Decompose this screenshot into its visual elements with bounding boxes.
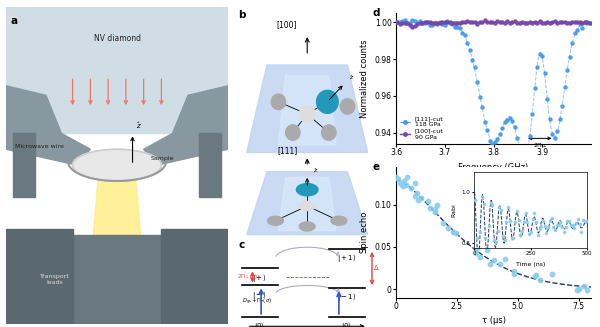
Point: [509, 269, 519, 274]
Point: [401, 182, 411, 188]
Text: $|-1\rangle$: $|-1\rangle$: [337, 291, 356, 303]
Point: [582, 287, 592, 292]
Ellipse shape: [73, 149, 161, 181]
Point: [432, 202, 442, 208]
Polygon shape: [6, 86, 91, 165]
Point: [448, 229, 458, 234]
Point: [472, 250, 481, 255]
Polygon shape: [278, 177, 336, 231]
Point: [410, 194, 420, 199]
Text: $|0\rangle$: $|0\rangle$: [254, 320, 265, 327]
Point: [410, 181, 419, 186]
Text: $2\Pi_\perp$: $2\Pi_\perp$: [533, 141, 547, 150]
Text: e: e: [373, 162, 380, 172]
Point: [398, 184, 408, 189]
Polygon shape: [278, 76, 336, 145]
Polygon shape: [143, 86, 228, 165]
Text: [100]: [100]: [277, 21, 297, 29]
Point: [397, 182, 407, 188]
Text: Sample: Sample: [151, 156, 174, 161]
Text: $\hat{z}$: $\hat{z}$: [136, 120, 142, 131]
Circle shape: [299, 106, 315, 123]
Bar: [6, 229, 73, 324]
Bar: [199, 133, 221, 197]
Circle shape: [299, 201, 315, 211]
Point: [482, 247, 491, 252]
X-axis label: τ (μs): τ (μs): [482, 316, 506, 325]
Text: $\Delta$: $\Delta$: [373, 263, 380, 272]
Point: [472, 246, 481, 251]
Text: b: b: [238, 9, 245, 20]
Text: $D_{\rm gs}+\Pi_z(\sigma)$: $D_{\rm gs}+\Pi_z(\sigma)$: [242, 297, 272, 307]
X-axis label: Frequency (GHz): Frequency (GHz): [458, 163, 529, 172]
Point: [451, 230, 461, 235]
Text: Microwave wire: Microwave wire: [15, 144, 64, 148]
Point: [489, 257, 499, 262]
Point: [535, 278, 545, 283]
Point: [532, 272, 541, 278]
Text: $2\Pi_\perp(\sigma)$: $2\Pi_\perp(\sigma)$: [236, 272, 258, 281]
Point: [424, 198, 433, 203]
Circle shape: [296, 183, 318, 196]
Text: d: d: [373, 8, 380, 18]
Point: [580, 283, 589, 288]
Point: [413, 197, 423, 202]
Polygon shape: [247, 172, 368, 235]
Point: [572, 287, 581, 293]
Point: [443, 226, 452, 231]
Bar: [13, 133, 35, 197]
Point: [425, 205, 435, 210]
Text: $\hat{z}$: $\hat{z}$: [349, 74, 355, 82]
Point: [547, 272, 556, 277]
Circle shape: [340, 99, 355, 114]
Y-axis label: Spin echo: Spin echo: [360, 212, 369, 253]
Legend: [111]-cut
118 GPa, [100]-cut
90 GPa: [111]-cut 118 GPa, [100]-cut 90 GPa: [399, 115, 445, 141]
Circle shape: [322, 125, 336, 140]
Y-axis label: Normalized counts: Normalized counts: [360, 39, 369, 118]
Bar: [161, 229, 228, 324]
Polygon shape: [86, 165, 148, 324]
Circle shape: [299, 222, 315, 231]
Point: [430, 207, 440, 212]
Bar: [6, 7, 228, 133]
Point: [485, 262, 494, 267]
Point: [416, 195, 426, 200]
Circle shape: [271, 94, 286, 110]
Point: [402, 174, 412, 180]
Circle shape: [331, 216, 347, 225]
Text: Transport
leads: Transport leads: [40, 274, 70, 285]
Circle shape: [286, 125, 300, 140]
Point: [395, 180, 404, 185]
Point: [406, 185, 416, 190]
Point: [530, 273, 540, 279]
Text: $|-\rangle$: $|-\rangle$: [252, 289, 267, 301]
Point: [475, 254, 485, 260]
Point: [509, 271, 519, 276]
Point: [575, 287, 584, 292]
Point: [500, 257, 510, 262]
Point: [473, 245, 482, 250]
Text: a: a: [10, 16, 17, 26]
Circle shape: [317, 90, 338, 113]
Point: [439, 221, 448, 226]
Text: $|0\rangle$: $|0\rangle$: [341, 320, 352, 327]
Text: $|+1\rangle$: $|+1\rangle$: [337, 252, 356, 264]
Text: c: c: [238, 240, 244, 250]
Bar: [6, 235, 228, 324]
Point: [496, 262, 505, 267]
Text: NV diamond: NV diamond: [94, 34, 140, 43]
Text: $\hat{z}$: $\hat{z}$: [313, 166, 319, 175]
Text: [111]: [111]: [277, 146, 297, 155]
Point: [400, 179, 409, 184]
Point: [430, 209, 439, 215]
Polygon shape: [247, 65, 368, 152]
Circle shape: [268, 216, 283, 225]
Point: [392, 174, 401, 180]
Text: $|+\rangle$: $|+\rangle$: [252, 272, 267, 284]
Point: [393, 176, 403, 181]
Point: [412, 190, 421, 195]
